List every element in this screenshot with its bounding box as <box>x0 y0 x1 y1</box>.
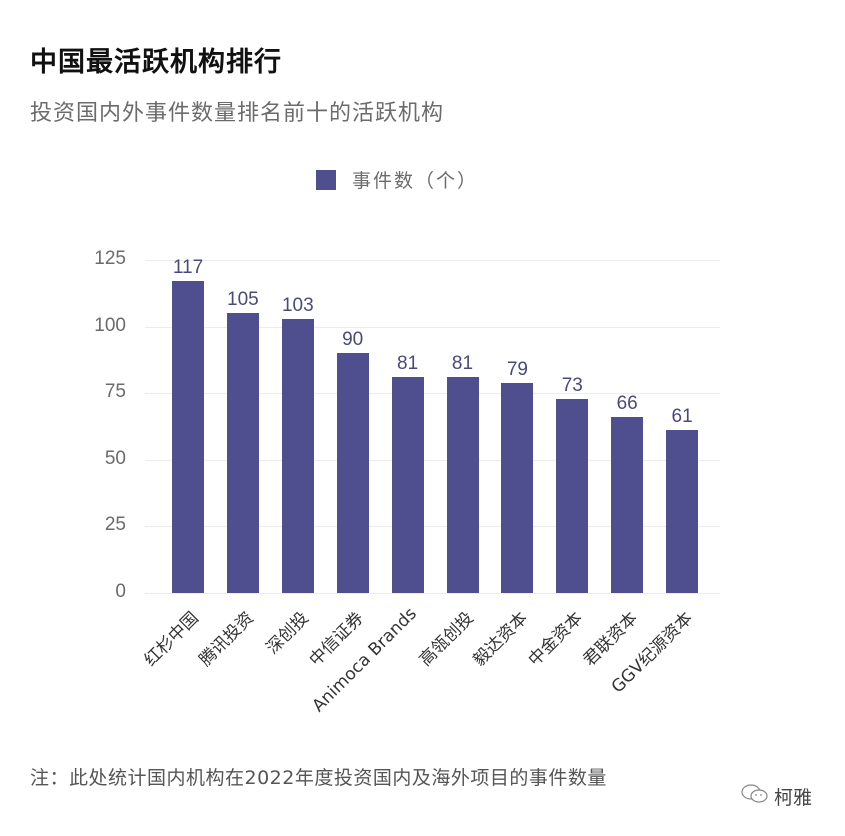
bar-value-label: 81 <box>397 353 419 375</box>
bar <box>611 417 644 593</box>
bar-value-label: 103 <box>281 294 314 316</box>
y-axis-tick-label: 75 <box>104 381 126 403</box>
gridline <box>145 260 720 261</box>
bar <box>391 377 424 593</box>
gridline <box>145 459 720 461</box>
bar <box>446 377 479 593</box>
bar <box>336 353 369 593</box>
bar-value-label: 90 <box>342 329 364 351</box>
y-axis-tick-label: 25 <box>104 514 126 536</box>
x-axis-category-label: 红杉中国 <box>140 608 203 671</box>
footnote: 注：此处统计国内机构在2022年度投资国内及海外项目的事件数量 <box>30 767 607 789</box>
y-axis-tick-label: 125 <box>94 248 126 269</box>
gridline <box>145 326 720 328</box>
bar <box>556 398 589 593</box>
gridline <box>145 593 720 594</box>
x-axis-category-label: 中金资本 <box>524 608 588 671</box>
y-axis-tick-label: 0 <box>115 581 126 602</box>
chart-subtitle: 投资国内外事件数量排名前十的活跃机构 <box>30 101 445 126</box>
bar-value-label: 79 <box>506 358 528 380</box>
chart-title: 中国最活跃机构排行 <box>30 47 282 78</box>
legend-swatch-icon <box>316 169 336 190</box>
legend-label: 事件数（个） <box>352 170 479 192</box>
x-axis-category-label: 毅达资本 <box>470 608 533 671</box>
bar-value-label: 81 <box>451 353 474 375</box>
bar <box>666 430 699 593</box>
gridline <box>145 526 720 528</box>
x-axis-category-label: 高瓴创投 <box>415 608 478 671</box>
bar <box>501 382 534 593</box>
legend: 事件数（个） <box>316 166 478 193</box>
y-axis-tick-label: 100 <box>94 314 126 336</box>
bar-value-label: 66 <box>616 393 638 415</box>
bar <box>226 313 259 593</box>
bar-value-label: 105 <box>227 289 259 311</box>
y-axis-tick-label: 50 <box>104 447 126 469</box>
watermark: 柯雅 <box>740 782 812 810</box>
bar <box>281 318 314 593</box>
bar-value-label: 117 <box>172 257 204 279</box>
bar-value-label: 73 <box>561 374 583 396</box>
watermark-text: 柯雅 <box>774 786 813 809</box>
x-axis-category-label: 腾讯投资 <box>195 608 258 671</box>
bar-value-label: 61 <box>671 406 693 428</box>
gridline <box>145 393 720 395</box>
wechat-icon <box>740 782 770 810</box>
bar <box>172 281 204 593</box>
